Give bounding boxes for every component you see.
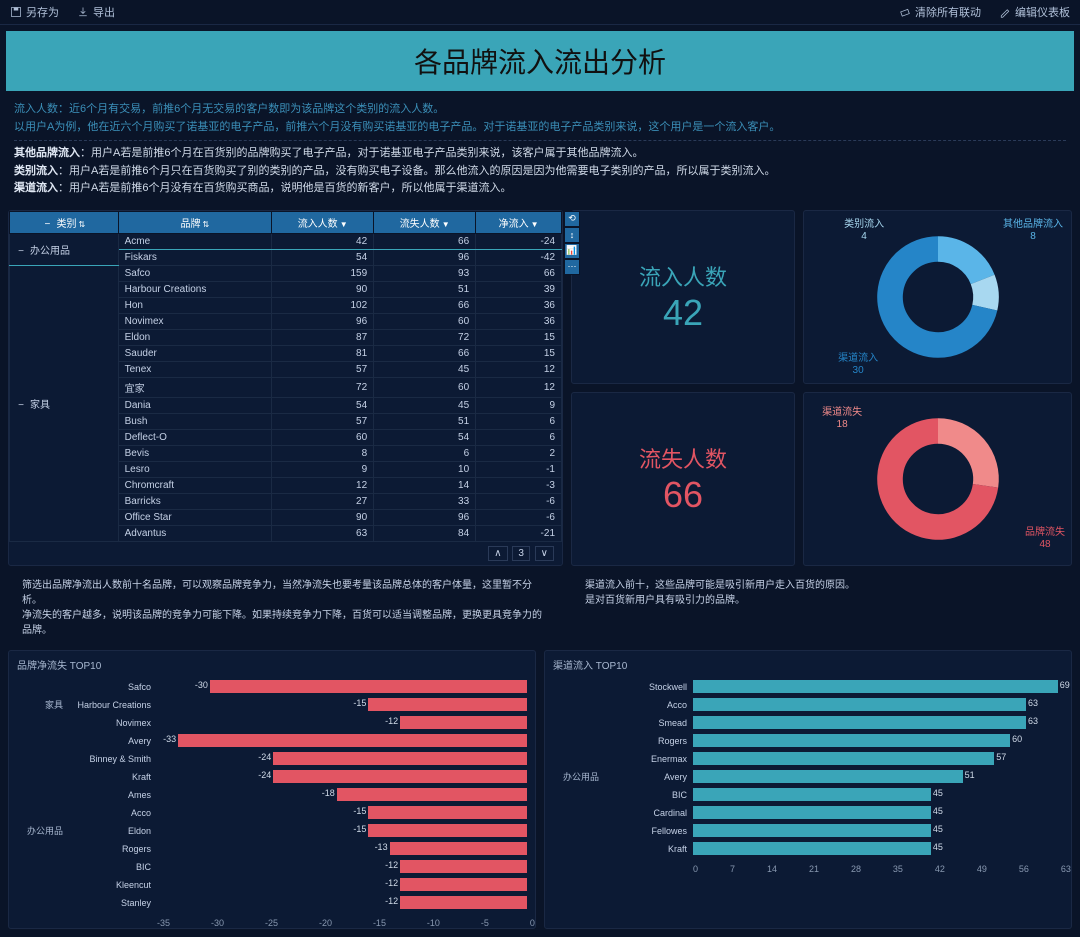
filter-icon[interactable]: ⟲ bbox=[564, 211, 580, 227]
pager: ∧ 3 ∨ bbox=[9, 542, 562, 565]
chart-netloss: 品牌净流失 TOP10 Safco-30家具Harbour Creations-… bbox=[8, 650, 536, 929]
data-table-panel: ⟲ ↕ 📊 ⋯ −类别⇅品牌⇅流入人数▼流失人数▼净流入▼ −办公用品Acme4… bbox=[8, 210, 563, 566]
donut1-lbl-other: 其他品牌流入8 bbox=[1003, 219, 1063, 243]
bar-row[interactable]: BIC45 bbox=[549, 786, 1063, 804]
bar-row[interactable]: 办公用品Eldon-15 bbox=[13, 822, 527, 840]
bar-row[interactable]: Kleencut-12 bbox=[13, 876, 527, 894]
bar-row[interactable]: BIC-12 bbox=[13, 858, 527, 876]
edit-dashboard-button[interactable]: 编辑仪表板 bbox=[999, 4, 1070, 20]
bar-row[interactable]: 家具Harbour Creations-15 bbox=[13, 696, 527, 714]
page-title: 各品牌流入流出分析 bbox=[6, 31, 1074, 91]
bar-row[interactable]: 办公用品Avery51 bbox=[549, 768, 1063, 786]
bar-row[interactable]: Acco63 bbox=[549, 696, 1063, 714]
bar-row[interactable]: Kraft45 bbox=[549, 840, 1063, 858]
bar-row[interactable]: Binney & Smith-24 bbox=[13, 750, 527, 768]
page-num[interactable]: 3 bbox=[512, 546, 530, 561]
chart-channel-inflow: 渠道流入 TOP10 Stockwell69Acco63Smead63Roger… bbox=[544, 650, 1072, 929]
more-icon[interactable]: ⋯ bbox=[564, 259, 580, 275]
col-header[interactable]: 净流入▼ bbox=[476, 211, 562, 233]
col-header[interactable]: 品牌⇅ bbox=[118, 211, 272, 233]
notes-left: 筛选出品牌净流出人数前十名品牌，可以观察品牌竞争力，当然净流失也要考量该品牌总体… bbox=[8, 574, 563, 642]
outflow-donut: 渠道流失18 品牌流失48 bbox=[803, 392, 1072, 566]
inflow-donut: 其他品牌流入8 类别流入4 渠道流入30 bbox=[803, 210, 1072, 384]
inflow-metric: 流入人数 42 bbox=[571, 210, 795, 384]
bar-row[interactable]: Smead63 bbox=[549, 714, 1063, 732]
bar-row[interactable]: Stanley-12 bbox=[13, 894, 527, 912]
bar-row[interactable]: Acco-15 bbox=[13, 804, 527, 822]
bar-row[interactable]: Avery-33 bbox=[13, 732, 527, 750]
bar-row[interactable]: Fellowes45 bbox=[549, 822, 1063, 840]
bar-row[interactable]: Rogers60 bbox=[549, 732, 1063, 750]
bar-row[interactable]: Safco-30 bbox=[13, 678, 527, 696]
export-icon bbox=[77, 6, 89, 18]
col-header[interactable]: 流入人数▼ bbox=[272, 211, 374, 233]
bar-row[interactable]: Novimex-12 bbox=[13, 714, 527, 732]
donut1-lbl-channel: 渠道流入30 bbox=[838, 353, 878, 377]
bar-row[interactable]: Kraft-24 bbox=[13, 768, 527, 786]
data-table: −类别⇅品牌⇅流入人数▼流失人数▼净流入▼ −办公用品Acme4266-24Fi… bbox=[9, 211, 562, 542]
sort-icon[interactable]: ↕ bbox=[564, 227, 580, 243]
col-header[interactable]: 流失人数▼ bbox=[374, 211, 476, 233]
col-header[interactable]: −类别⇅ bbox=[10, 211, 119, 233]
bar-row[interactable]: Enermax57 bbox=[549, 750, 1063, 768]
table-row[interactable]: −家具Safco1599366 bbox=[10, 265, 562, 281]
eraser-icon bbox=[899, 6, 911, 18]
export-button[interactable]: 导出 bbox=[77, 4, 115, 20]
bar-row[interactable]: Cardinal45 bbox=[549, 804, 1063, 822]
bar-row[interactable]: Stockwell69 bbox=[549, 678, 1063, 696]
chart-icon[interactable]: 📊 bbox=[564, 243, 580, 259]
donut2-lbl-channel: 渠道流失18 bbox=[822, 407, 862, 431]
donut2-lbl-brand: 品牌流失48 bbox=[1025, 527, 1065, 551]
clear-link-button[interactable]: 清除所有联动 bbox=[899, 4, 981, 20]
pencil-icon bbox=[999, 6, 1011, 18]
page-next[interactable]: ∨ bbox=[535, 546, 554, 561]
page-prev[interactable]: ∧ bbox=[488, 546, 507, 561]
bar-row[interactable]: Rogers-13 bbox=[13, 840, 527, 858]
table-row[interactable]: −办公用品Acme4266-24 bbox=[10, 233, 562, 249]
toolbar: 另存为 导出 清除所有联动 编辑仪表板 bbox=[0, 0, 1080, 25]
outflow-metric: 流失人数 66 bbox=[571, 392, 795, 566]
save-icon bbox=[10, 6, 22, 18]
donut1-lbl-cat: 类别流入4 bbox=[844, 219, 884, 243]
table-tool-icons: ⟲ ↕ 📊 ⋯ bbox=[564, 211, 580, 275]
notes-right: 渠道流入前十，这些品牌可能是吸引新用户走入百货的原因。 是对百货新用户具有吸引力… bbox=[571, 574, 1072, 642]
save-as-button[interactable]: 另存为 bbox=[10, 4, 59, 20]
description: 流入人数：近6个月有交易，前推6个月无交易的客户数即为该品牌这个类别的流入人数。… bbox=[0, 97, 1080, 202]
bar-row[interactable]: Ames-18 bbox=[13, 786, 527, 804]
